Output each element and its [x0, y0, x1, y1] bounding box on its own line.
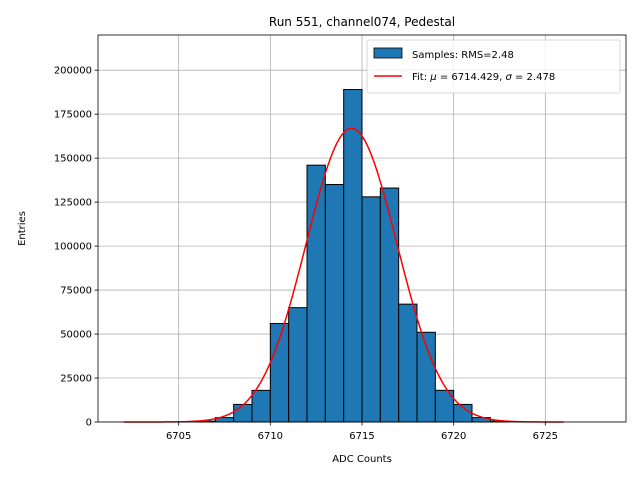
- legend-label-fit: Fit: μ = 6714.429, σ = 2.478: [412, 72, 555, 83]
- y-tick-label: 25000: [60, 374, 92, 385]
- y-tick-label: 50000: [60, 330, 92, 341]
- y-tick-label: 200000: [54, 66, 92, 77]
- histogram-bar: [361, 196, 381, 423]
- histogram-bar: [288, 307, 308, 423]
- x-axis-label: ADC Counts: [332, 454, 392, 465]
- legend-fit-symbol: μ: [429, 72, 436, 83]
- legend-swatch-histogram: [373, 47, 403, 59]
- legend-fit-text: = 2.478: [512, 72, 555, 83]
- y-tick-label: 75000: [60, 286, 92, 297]
- histogram-bar: [343, 89, 363, 423]
- y-tick-label: 125000: [54, 198, 92, 209]
- x-tick-label: 6720: [441, 431, 466, 442]
- histogram-bar: [233, 403, 253, 423]
- x-axis-ticks: 6705 6710 6715 6720 6725: [166, 422, 558, 442]
- y-tick-label: 100000: [54, 242, 92, 253]
- y-tick-label: 0: [86, 418, 92, 429]
- y-axis-ticks: 0 25000 50000 75000 100000 125000 150000 175000…: [54, 66, 98, 429]
- chart-title: Run 551, channel074, Pedestal: [269, 15, 455, 29]
- legend-label-histogram: Samples: RMS=2.48: [412, 50, 514, 61]
- histogram-bar: [398, 303, 418, 423]
- legend-fit-text: Fit:: [412, 72, 430, 83]
- x-tick-label: 6715: [349, 431, 374, 442]
- y-axis-label: Entries: [17, 211, 28, 246]
- histogram-bar: [324, 184, 345, 423]
- legend-fit-symbol: σ: [505, 72, 512, 83]
- x-tick-label: 6725: [533, 431, 558, 442]
- legend: Samples: RMS=2.48 Fit: μ = 6714.429, σ =…: [366, 39, 621, 94]
- y-tick-label: 150000: [54, 154, 92, 165]
- y-tick-label: 175000: [54, 110, 92, 121]
- legend-fit-text: = 6714.429,: [437, 72, 506, 83]
- x-tick-label: 6705: [166, 431, 191, 442]
- histogram-bar: [379, 187, 400, 423]
- fit-curve-layer: [123, 127, 564, 423]
- histogram-bar: [251, 389, 271, 423]
- fit-curve: [123, 127, 564, 423]
- legend-box: [366, 39, 621, 94]
- x-tick-label: 6710: [258, 431, 283, 442]
